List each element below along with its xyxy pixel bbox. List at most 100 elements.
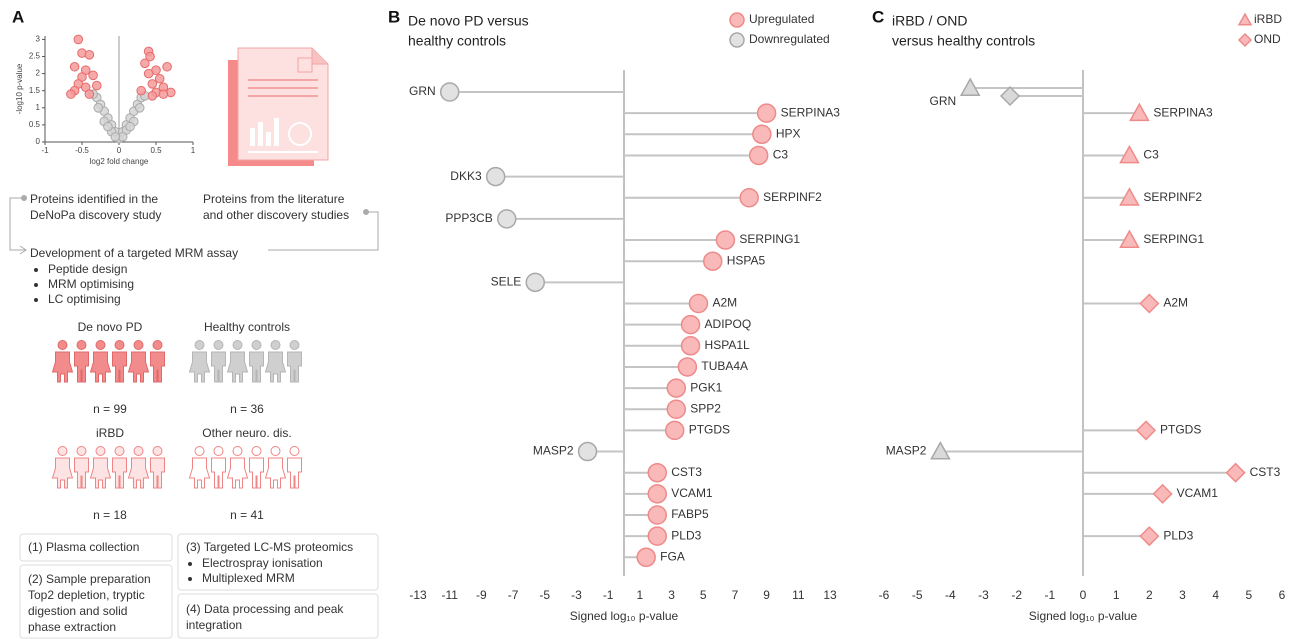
person-head (271, 341, 280, 350)
point (159, 90, 168, 99)
marker (667, 400, 685, 418)
point (148, 80, 157, 89)
chart-title: De novo PD versus (408, 13, 529, 29)
category-label: PLD3 (671, 528, 701, 542)
marker (682, 316, 700, 334)
category-label: GRN (409, 84, 436, 98)
x-tick-label: -3 (978, 588, 989, 602)
bullet (34, 283, 38, 287)
bullet (188, 577, 192, 581)
point (135, 104, 144, 113)
workflow-title: (2) Sample preparation (28, 572, 151, 586)
point (85, 51, 94, 60)
cohort-n: n = 18 (93, 508, 127, 522)
x-tick-label: 3 (1179, 588, 1186, 602)
x-tick-label: -4 (945, 588, 956, 602)
marker (487, 168, 505, 186)
marker (648, 464, 666, 482)
person-head (252, 341, 261, 350)
point (144, 69, 153, 78)
x-tick-label: -9 (476, 588, 487, 602)
category-label: PGK1 (690, 380, 722, 394)
legend-label: iRBD (1254, 12, 1282, 26)
y-tick-label: 0 (36, 137, 41, 146)
x-tick-label: 5 (700, 588, 707, 602)
x-tick-label: -1 (41, 146, 49, 155)
panel-label: B (388, 7, 400, 26)
category-label: PTGDS (689, 423, 730, 437)
x-tick-label: -2 (1011, 588, 1022, 602)
chart-title: versus healthy controls (892, 33, 1035, 49)
category-label: GRN (930, 94, 957, 108)
cohort-name: Healthy controls (204, 320, 290, 334)
marker (758, 104, 776, 122)
point (111, 133, 120, 142)
point (85, 90, 94, 99)
marker (648, 506, 666, 524)
person-head (252, 447, 261, 456)
x-axis-label: log2 fold change (90, 157, 149, 166)
legend-label: Upregulated (749, 12, 814, 26)
cohort-n: n = 99 (93, 402, 127, 416)
x-tick-label: -11 (441, 588, 458, 602)
assay-step: Peptide design (48, 262, 127, 276)
source-text: Proteins identified in the (30, 192, 158, 206)
bullet (34, 268, 38, 272)
workflow-bullet: Multiplexed MRM (202, 571, 295, 585)
x-tick-label: -7 (508, 588, 519, 602)
person-head (233, 341, 242, 350)
person-head (290, 341, 299, 350)
point (126, 122, 135, 131)
x-tick-label: -13 (409, 588, 427, 602)
marker (740, 189, 758, 207)
x-tick-label: 0 (117, 146, 122, 155)
x-tick-label: 3 (668, 588, 675, 602)
point (141, 59, 150, 68)
x-tick-label: 13 (823, 588, 837, 602)
category-label: TUBA4A (701, 359, 748, 373)
cohort-n: n = 41 (230, 508, 264, 522)
x-tick-label: -1 (1044, 588, 1055, 602)
x-tick-label: 0.5 (150, 146, 162, 155)
y-tick-label: 2 (36, 69, 41, 78)
category-label: PLD3 (1163, 528, 1193, 542)
workflow-title: integration (186, 618, 242, 632)
person-head (233, 447, 242, 456)
x-tick-label: 1 (637, 588, 644, 602)
category-label: C3 (1143, 148, 1159, 162)
marker (526, 273, 544, 291)
marker (667, 379, 685, 397)
marker (716, 231, 734, 249)
marker (579, 443, 597, 461)
marker (750, 146, 768, 164)
category-label: SERPINA3 (1153, 105, 1213, 119)
document-icon (228, 48, 328, 166)
category-label: SERPINF2 (1143, 190, 1202, 204)
person-head (214, 341, 223, 350)
marker (498, 210, 516, 228)
workflow-title: (4) Data processing and peak (186, 602, 344, 616)
person-head (195, 447, 204, 456)
workflow-text: Top2 depletion, tryptic (28, 588, 145, 602)
x-tick-label: -6 (879, 588, 890, 602)
point (70, 62, 79, 71)
person-head (290, 447, 299, 456)
y-tick-label: 1.5 (29, 86, 41, 95)
category-label: SPP2 (690, 401, 721, 415)
category-label: CST3 (1250, 465, 1281, 479)
y-tick-label: 1 (36, 103, 41, 112)
x-tick-label: 6 (1279, 588, 1286, 602)
x-tick-label: 0 (1080, 588, 1087, 602)
person-head (134, 341, 143, 350)
y-tick-label: 2.5 (29, 52, 41, 61)
x-tick-label: -5 (539, 588, 550, 602)
marker (648, 527, 666, 545)
x-tick-label: 7 (732, 588, 739, 602)
category-label: SERPINA3 (781, 105, 841, 119)
cohort-name: iRBD (96, 426, 124, 440)
workflow-bullet: Electrospray ionisation (202, 556, 323, 570)
point (94, 104, 103, 113)
person-head (96, 447, 105, 456)
point (74, 35, 83, 44)
page: { "panel_labels": ["A", "B", "C"], "pane… (0, 0, 1295, 639)
